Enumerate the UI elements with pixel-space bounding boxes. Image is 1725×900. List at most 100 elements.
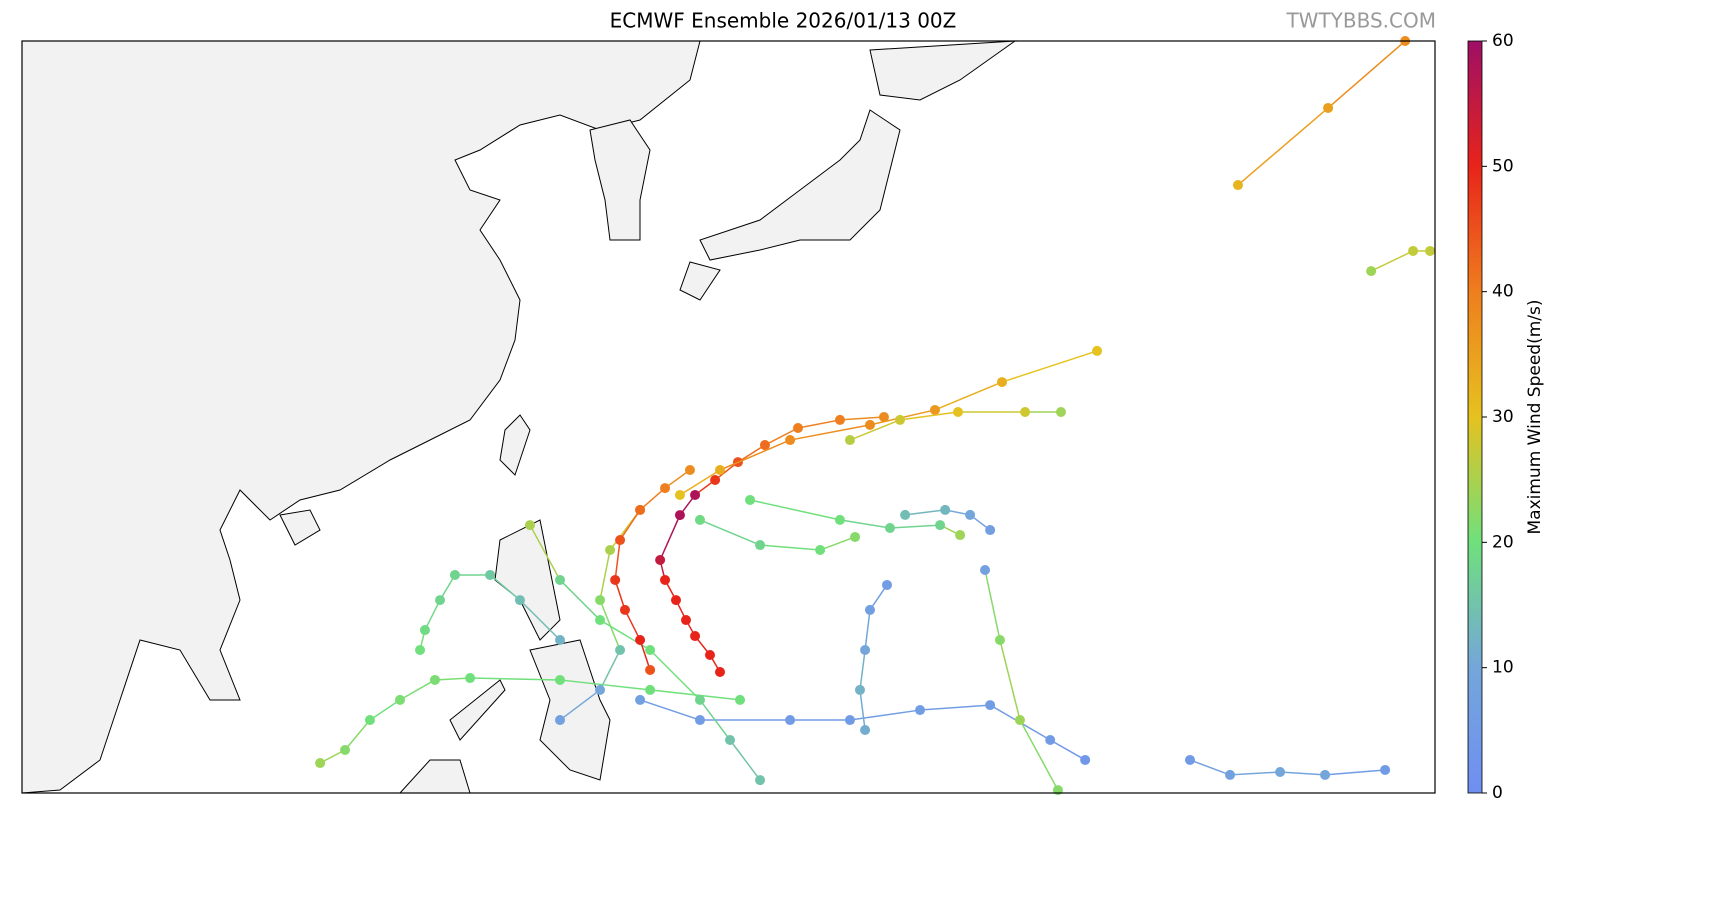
track-segment	[614, 539, 621, 581]
track-point	[674, 489, 685, 500]
track-point	[980, 564, 991, 575]
track-point	[714, 667, 725, 678]
hainan	[279, 509, 321, 546]
track-segment	[819, 536, 856, 551]
track-point	[854, 684, 865, 695]
track-point	[419, 625, 430, 636]
track-point	[815, 545, 826, 556]
track-point	[615, 644, 626, 655]
track-segment	[1001, 350, 1098, 383]
track-segment	[934, 381, 1003, 411]
track-segment	[639, 639, 651, 671]
track-point	[674, 510, 685, 521]
track-point	[955, 530, 966, 541]
track-segment	[859, 649, 866, 691]
track-segment	[434, 677, 471, 681]
mainland	[21, 40, 701, 794]
track-segment	[599, 649, 621, 691]
track-point	[915, 705, 926, 716]
track-segment	[889, 524, 941, 529]
track-point	[929, 404, 940, 415]
track-segment	[864, 609, 871, 651]
track-segment	[619, 509, 641, 541]
track-point	[844, 715, 855, 726]
track-point	[745, 494, 756, 505]
colorbar-tick-label: 20	[1492, 532, 1514, 552]
track-point	[860, 644, 871, 655]
track-segment	[789, 424, 871, 441]
track-segment	[559, 679, 651, 691]
colorbar-tick-label: 10	[1492, 658, 1514, 678]
track-segment	[599, 599, 621, 651]
track-point	[1020, 407, 1031, 418]
hokkaido	[869, 40, 1017, 101]
track-point	[1232, 180, 1243, 191]
track-point	[735, 694, 746, 705]
track-segment	[664, 469, 691, 489]
track-segment	[839, 519, 891, 529]
track-point	[935, 520, 946, 531]
track-segment	[344, 719, 371, 751]
track-point	[834, 514, 845, 525]
track-point	[435, 595, 446, 606]
colorbar-tick-label: 60	[1492, 31, 1514, 51]
track-segment	[849, 419, 901, 441]
track-point	[1092, 345, 1103, 356]
track-point	[953, 407, 964, 418]
track-point	[895, 414, 906, 425]
track-point	[725, 734, 736, 745]
track-point	[514, 595, 525, 606]
korea	[589, 119, 651, 241]
taiwan	[499, 414, 531, 476]
track-point	[710, 474, 721, 485]
track-point	[881, 579, 892, 590]
borneo	[398, 759, 471, 794]
track-point	[394, 694, 405, 705]
track-point	[635, 694, 646, 705]
track-point	[1184, 754, 1195, 765]
track-point	[985, 700, 996, 711]
track-point	[885, 522, 896, 533]
track-point	[850, 531, 861, 542]
track-segment	[905, 509, 946, 516]
track-point	[660, 574, 671, 585]
track-point	[900, 509, 911, 520]
track-segment	[1189, 759, 1231, 776]
track-point	[755, 775, 766, 786]
track-point	[985, 525, 996, 536]
track-point	[694, 694, 705, 705]
watermark: TWTYBBS.COM	[1285, 9, 1436, 33]
track-point	[605, 545, 616, 556]
track-segment	[1280, 771, 1326, 776]
track-point	[364, 715, 375, 726]
track-segment	[737, 444, 766, 463]
track-point	[645, 684, 656, 695]
track-segment	[559, 689, 601, 721]
track-segment	[759, 544, 821, 551]
track-point	[615, 535, 626, 546]
track-segment	[797, 419, 841, 429]
kyushu	[679, 261, 721, 301]
track-point	[864, 604, 875, 615]
track-point	[610, 574, 621, 585]
track-point	[1366, 266, 1377, 277]
track-point	[704, 649, 715, 660]
track-segment	[899, 411, 959, 421]
track-segment	[369, 699, 401, 721]
track-point	[660, 483, 671, 494]
track-segment	[1324, 769, 1386, 776]
track-segment	[999, 639, 1021, 721]
track-point	[793, 423, 804, 434]
track-point	[635, 635, 646, 646]
colorbar-tick-label: 40	[1492, 282, 1514, 302]
track-point	[619, 604, 630, 615]
track-segment	[659, 514, 681, 561]
colorbar-tick-label: 50	[1492, 156, 1514, 176]
track-point	[655, 555, 666, 566]
track-point	[485, 569, 496, 580]
track-segment	[1019, 719, 1059, 791]
track-segment	[489, 574, 521, 601]
track-segment	[559, 579, 601, 621]
